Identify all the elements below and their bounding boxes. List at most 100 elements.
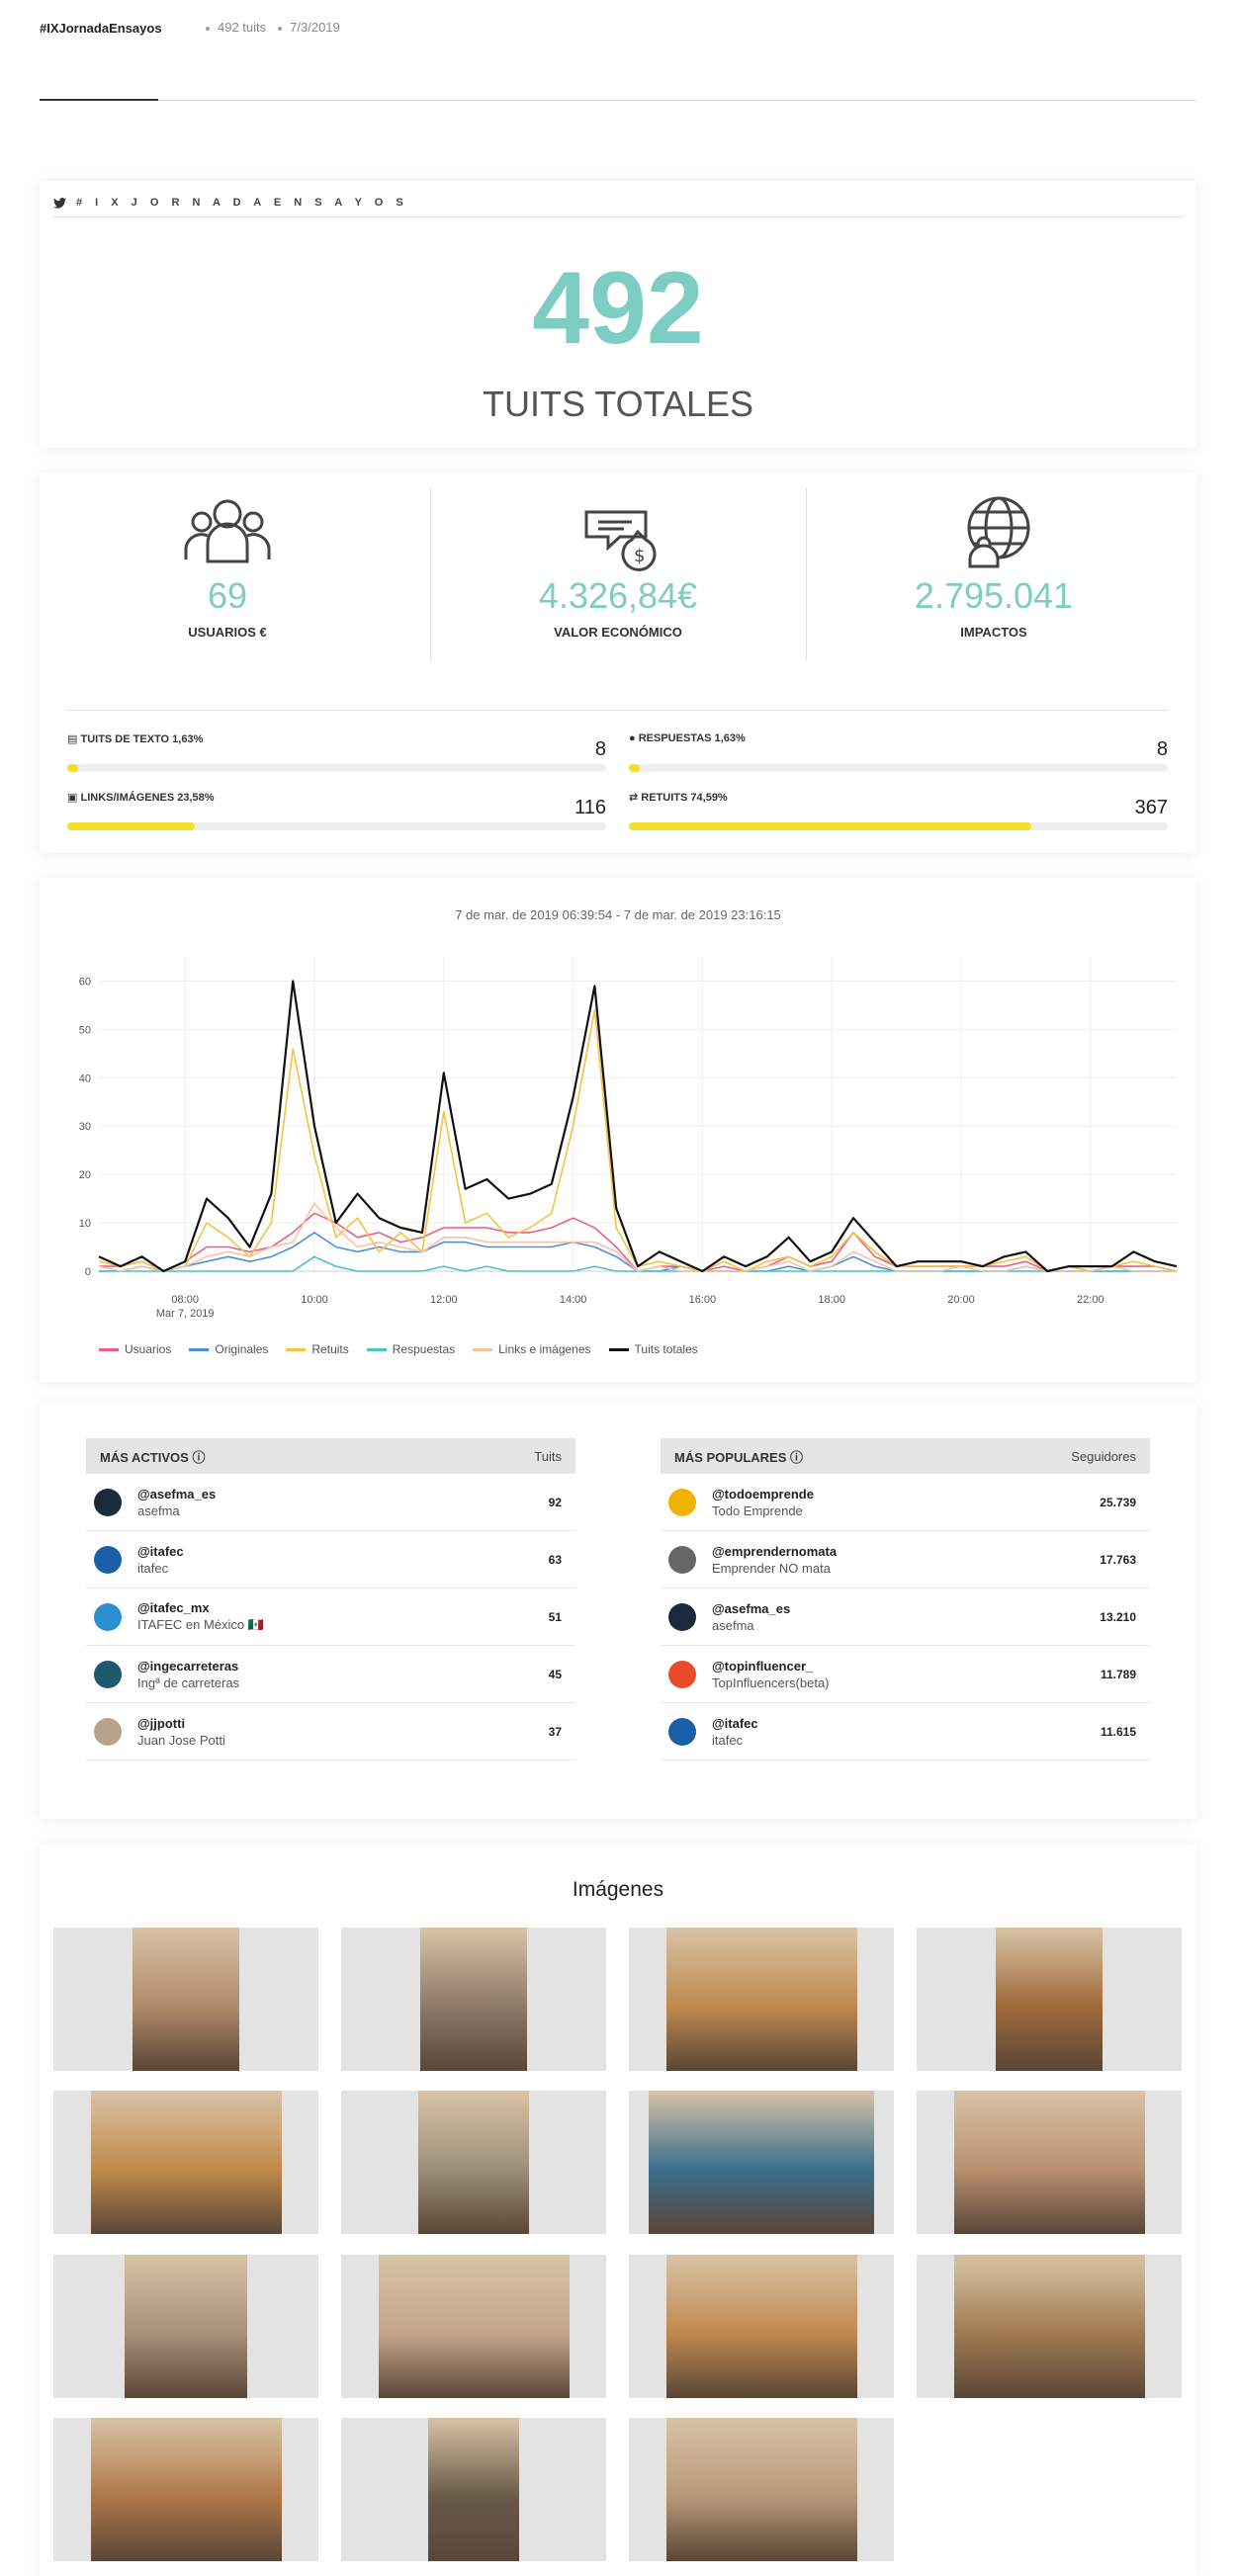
gallery-image[interactable] (53, 2255, 318, 2398)
help-icon[interactable]: ⓘ (192, 1449, 206, 1465)
user-info: @emprendernomata Emprender NO mata (712, 1544, 837, 1576)
photo-thumbnail (418, 2091, 529, 2234)
legend-swatch (189, 1347, 210, 1351)
most-active-table: MÁS ACTIVOS ⓘ Tuits @asefma_es asefma 92 @i… (86, 1438, 575, 1760)
series-line-tuits-totales (98, 980, 1178, 1273)
user-handle[interactable]: @jjpotti (137, 1715, 186, 1731)
gallery-image[interactable] (629, 2091, 894, 2234)
avatar[interactable] (94, 1660, 122, 1688)
user-name: Emprender NO mata (712, 1560, 831, 1576)
legend-item[interactable]: Originales (189, 1342, 268, 1356)
legend-label: Respuestas (392, 1342, 456, 1356)
money-icon: $ (584, 510, 657, 571)
gallery-image[interactable] (341, 2418, 606, 2561)
bar-links-images: ▣ LINKS/IMÁGENES 23,58% 116 (67, 791, 606, 830)
avatar[interactable] (94, 1602, 122, 1631)
user-name: asefma (137, 1503, 180, 1518)
ranking-row[interactable]: @itafec_mx ITAFEC en México 🇲🇽 51 (86, 1589, 575, 1646)
gallery-image[interactable] (917, 2091, 1182, 2234)
user-info: @asefma_es asefma (137, 1487, 216, 1518)
bar-retweets-count: 367 (1134, 797, 1168, 818)
gallery-image[interactable] (917, 2255, 1182, 2398)
user-name: asefma (712, 1617, 754, 1633)
tab-divider (40, 100, 1196, 101)
avatar[interactable] (668, 1488, 696, 1516)
user-handle[interactable]: @itafec_mx (137, 1600, 210, 1615)
user-handle[interactable]: @asefma_es (137, 1486, 217, 1502)
user-handle[interactable]: @ingecarreteras (137, 1658, 239, 1674)
gallery-image[interactable] (341, 2255, 606, 2398)
user-handle[interactable]: @itafec (137, 1543, 184, 1559)
gallery-image[interactable] (53, 1928, 318, 2071)
stat-users: 69 USUARIOS € (40, 492, 415, 660)
ranking-row[interactable]: @itafec itafec 11.615 (661, 1703, 1150, 1760)
legend-item[interactable]: Usuarios (99, 1342, 171, 1356)
most-popular-header: MÁS POPULARES ⓘ Seguidores (661, 1438, 1150, 1474)
tab-active-indicator[interactable] (40, 99, 158, 101)
avatar[interactable] (668, 1717, 696, 1746)
legend-item[interactable]: Respuestas (366, 1342, 456, 1356)
user-handle[interactable]: @itafec (712, 1715, 758, 1731)
most-popular-col: Seguidores (1071, 1448, 1136, 1464)
gallery-image[interactable] (53, 2091, 318, 2234)
ranking-row[interactable]: @emprendernomata Emprender NO mata 17.763 (661, 1531, 1150, 1589)
stat-impacts-label: IMPACTOS (960, 625, 1027, 640)
timeline-chart[interactable]: 0 10 20 30 40 50 60 08:00 Mar 7, 2019 10:00 12:00 1… (40, 917, 1196, 1352)
gallery-image[interactable] (629, 1928, 894, 2071)
stat-value-label: VALOR ECONÓMICO (554, 625, 682, 640)
ranking-row[interactable]: @topinfluencer_ TopInfluencers(beta) 11.78… (661, 1646, 1150, 1703)
help-icon[interactable]: ⓘ (790, 1449, 804, 1465)
user-name: Ingª de carreteras (137, 1674, 240, 1690)
user-info: @itafec itafec (712, 1716, 758, 1748)
stat-impacts-value: 2.795.041 (914, 575, 1074, 616)
avatar[interactable] (94, 1545, 122, 1574)
timeline-card: 7 de mar. de 2019 06:39:54 - 7 de mar. d… (40, 878, 1196, 1382)
legend-item[interactable]: Tuits totales (608, 1342, 698, 1356)
legend-swatch (286, 1347, 307, 1351)
legend-item[interactable]: Retuits (286, 1342, 349, 1356)
gallery-image[interactable] (629, 2255, 894, 2398)
user-handle[interactable]: @asefma_es (712, 1600, 791, 1616)
y-tick-label: 60 (79, 976, 91, 987)
user-count: 11.789 (1100, 1667, 1136, 1681)
gallery-image[interactable] (341, 2091, 606, 2234)
avatar[interactable] (668, 1545, 696, 1574)
svg-text:$: $ (634, 546, 645, 566)
user-count: 51 (548, 1609, 562, 1624)
progress-fill (67, 822, 195, 830)
gallery-image[interactable] (917, 1928, 1182, 2071)
user-name: ITAFEC en México 🇲🇽 (137, 1617, 264, 1632)
ranking-row[interactable]: @ingecarreteras Ingª de carreteras 45 (86, 1646, 575, 1703)
user-count: 13.210 (1100, 1609, 1136, 1624)
divider (806, 487, 807, 660)
stat-impacts: 2.795.041 IMPACTOS (806, 492, 1182, 660)
gallery-image[interactable] (341, 1928, 606, 2071)
ranking-row[interactable]: @asefma_es asefma 13.210 (661, 1589, 1150, 1646)
ranking-row[interactable]: @todoemprende Todo Emprende 25.739 (661, 1474, 1150, 1531)
user-handle[interactable]: @topinfluencer_ (712, 1658, 814, 1674)
avatar[interactable] (668, 1602, 696, 1631)
bar-links-images-count: 116 (574, 797, 606, 818)
gallery-image[interactable] (53, 2418, 318, 2561)
avatar[interactable] (94, 1488, 122, 1516)
gallery-image[interactable] (629, 2418, 894, 2561)
progress-fill (629, 764, 640, 772)
most-active-col: Tuits (534, 1448, 562, 1464)
stat-users-value: 69 (207, 575, 248, 616)
avatar[interactable] (94, 1717, 122, 1746)
avatar[interactable] (668, 1660, 696, 1688)
legend-swatch (366, 1347, 387, 1351)
user-count: 25.739 (1100, 1495, 1136, 1509)
ranking-row[interactable]: @asefma_es asefma 92 (86, 1474, 575, 1531)
legend-swatch (608, 1347, 629, 1351)
most-active-header: MÁS ACTIVOS ⓘ Tuits (86, 1438, 575, 1474)
hashtag-title[interactable]: #IXJornadaEnsayos (40, 21, 162, 36)
legend-item[interactable]: Links e imágenes (473, 1342, 591, 1356)
ranking-row[interactable]: @jjpotti Juan Jose Potti 37 (86, 1703, 575, 1760)
user-handle[interactable]: @todoemprende (712, 1486, 814, 1502)
ranking-row[interactable]: @itafec itafec 63 (86, 1531, 575, 1589)
progress-track (629, 764, 1168, 772)
user-handle[interactable]: @emprendernomata (712, 1543, 838, 1559)
photo-thumbnail (428, 2418, 519, 2561)
bar-links-images-label: ▣ LINKS/IMÁGENES 23,58% (67, 792, 215, 804)
